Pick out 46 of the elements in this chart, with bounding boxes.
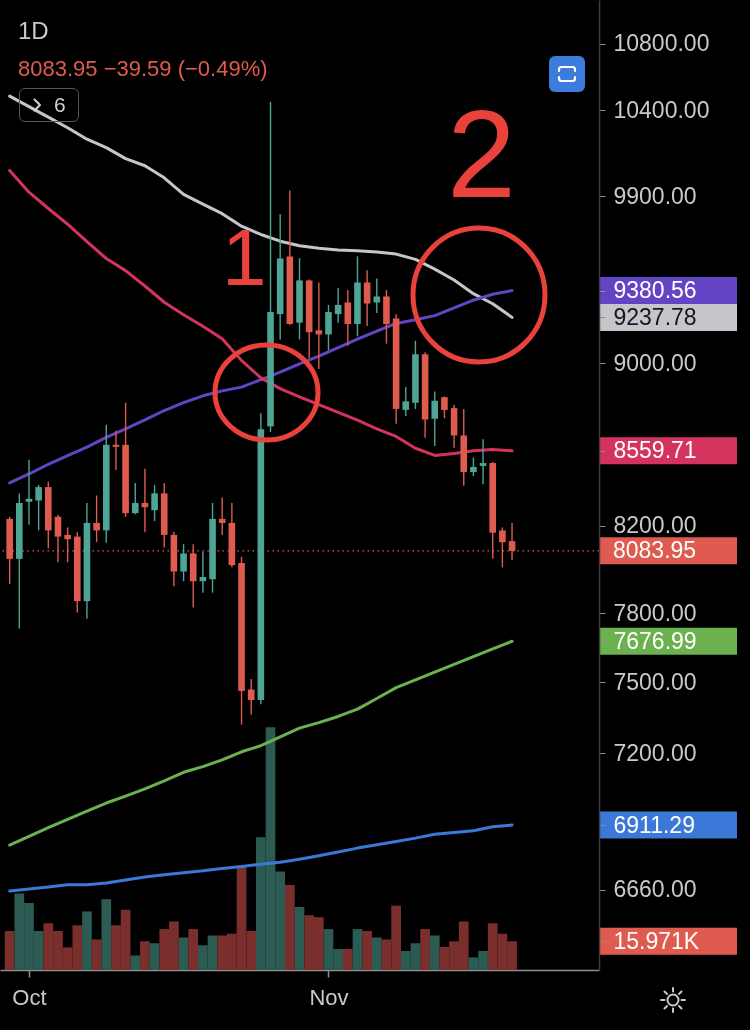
y-tick-label: 6911.29: [613, 811, 695, 838]
text: 1D: [18, 17, 49, 45]
y2-tick-label: 15.971K: [613, 927, 700, 954]
y-tick-label: 8559.71: [613, 437, 697, 464]
annotation: 1: [222, 213, 267, 302]
candlestick: [373, 277, 381, 314]
ref-line-label: 8083.95: [613, 536, 697, 563]
candlestick: [441, 395, 448, 420]
candlestick: [35, 484, 42, 532]
y-tick-label: 10800.00: [613, 30, 710, 57]
candlestick: [479, 438, 487, 485]
candlestick: [218, 496, 226, 536]
y-tick-label: 9380.56: [613, 277, 697, 304]
x-tick-label: Oct: [12, 984, 47, 1010]
annotation: 2: [447, 85, 516, 223]
y-tick-label: 7676.99: [613, 627, 697, 654]
y-tick-label: 7200.00: [613, 739, 697, 766]
y-tick-label: 6660.00: [613, 876, 697, 903]
toggle-button: 6: [19, 88, 79, 122]
candlestick: [325, 304, 332, 351]
y-tick-label: 10400.00: [613, 96, 710, 123]
line-series: [8, 94, 514, 319]
line-series: [8, 289, 514, 485]
candlestick: [363, 269, 371, 327]
y-tick-label: 9000.00: [613, 349, 697, 376]
candlestick: [25, 459, 33, 526]
text: 8083.95 −39.59 (−0.49%): [18, 56, 268, 82]
line-series: [8, 639, 514, 847]
y-tick-label: 7800.00: [613, 599, 697, 626]
candlestick: [131, 482, 139, 515]
y-tick-label: 7500.00: [613, 668, 697, 695]
candlestick: [54, 513, 62, 564]
candlestick: [431, 390, 439, 447]
y-tick-label: 9237.78: [613, 303, 697, 330]
candlestick: [112, 430, 120, 471]
y-tick-label: 8200.00: [613, 512, 697, 539]
annotation: 6: [54, 92, 66, 118]
candlestick: [151, 484, 158, 522]
candlestick: [180, 543, 187, 582]
candlestick: [402, 386, 410, 417]
candlestick: [344, 289, 352, 347]
y-tick-label: 9900.00: [613, 182, 697, 209]
candlestick: [93, 494, 100, 543]
line-series: [8, 823, 514, 893]
candlestick: [470, 456, 477, 477]
x-tick-label: Nov: [309, 984, 349, 1010]
